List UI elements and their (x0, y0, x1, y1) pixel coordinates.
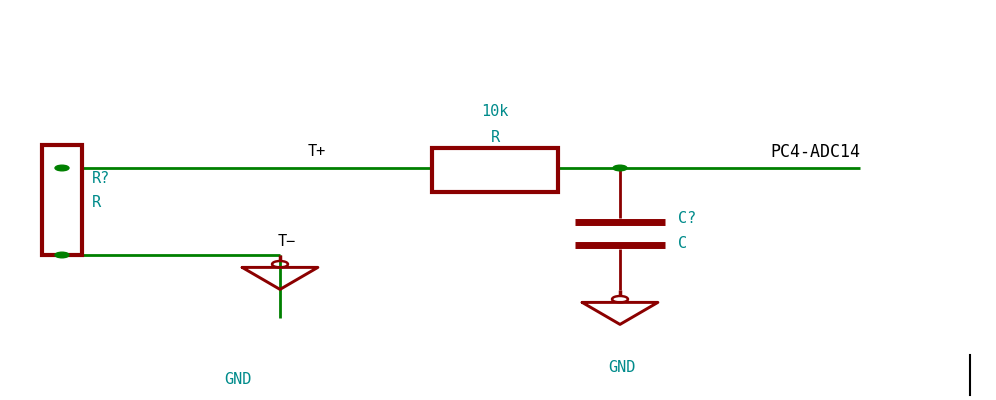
Bar (42, 145, 82, 255)
Circle shape (613, 165, 626, 171)
Text: T+: T+ (308, 144, 327, 160)
Text: PC4-ADC14: PC4-ADC14 (770, 143, 860, 161)
Text: R: R (92, 196, 102, 210)
Text: T−: T− (278, 234, 296, 250)
Text: GND: GND (609, 360, 635, 376)
Circle shape (55, 252, 69, 258)
Text: R: R (490, 130, 500, 144)
Text: C: C (678, 236, 687, 252)
Text: C?: C? (678, 210, 696, 226)
Text: 10k: 10k (481, 104, 509, 120)
Bar (432, 148, 558, 192)
Circle shape (55, 165, 69, 171)
Text: GND: GND (224, 372, 252, 388)
Text: R?: R? (92, 170, 111, 186)
